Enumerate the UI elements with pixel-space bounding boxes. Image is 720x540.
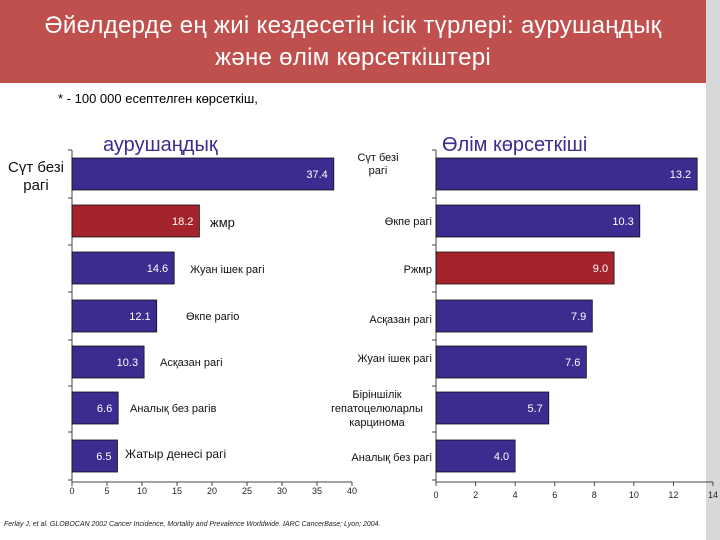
title-line-1: Әйелдерде ең жиі кездесетін ісік түрлері… <box>44 12 662 39</box>
data-label: 4.0 <box>494 451 509 463</box>
data-label: 18.2 <box>172 216 193 228</box>
bar <box>71 439 118 473</box>
data-label: 10.3 <box>612 216 633 228</box>
x-tick-label: 25 <box>242 486 252 496</box>
data-label: 14.6 <box>147 263 168 275</box>
data-label: 5.7 <box>527 403 542 415</box>
category-label: Өкпе рагіо <box>186 311 239 323</box>
category-label: Жатыр денесі рагі <box>125 447 226 461</box>
bar <box>435 439 516 473</box>
data-label: 9.0 <box>593 263 608 275</box>
bar <box>435 299 593 333</box>
x-tick-label: 6 <box>552 490 557 500</box>
bar <box>71 204 200 238</box>
bar <box>435 345 587 379</box>
category-label: Өкпе рагі <box>385 216 432 228</box>
data-label: 7.6 <box>565 357 580 369</box>
x-tick-label: 35 <box>312 486 322 496</box>
x-tick-label: 20 <box>207 486 217 496</box>
x-tick-label: 4 <box>513 490 518 500</box>
bar <box>71 391 119 425</box>
category-label-line: рагі <box>369 165 388 177</box>
category-label-line: Сүт безі <box>8 159 64 176</box>
bar <box>71 251 175 285</box>
category-label: Асқазан рагі <box>369 314 432 326</box>
category-label: Аналық без рагі <box>351 452 432 464</box>
bar <box>71 299 158 333</box>
x-tick-label: 5 <box>104 486 109 496</box>
bar <box>71 157 335 191</box>
bar <box>435 157 698 191</box>
unit-note: * - 100 000 есептелген көрсеткіш, <box>58 91 258 106</box>
category-label-line: гепатоцелюларлы <box>331 403 423 415</box>
x-tick-label: 30 <box>277 486 287 496</box>
x-tick-label: 15 <box>172 486 182 496</box>
x-tick-label: 14 <box>708 490 718 500</box>
title-banner: Әйелдерде ең жиі кездесетін ісік түрлері… <box>0 0 706 83</box>
title-line-2: және өлім көрсеткіштері <box>215 44 491 71</box>
category-label: Асқазан рагі <box>160 357 223 369</box>
category-label: жмр <box>210 215 235 230</box>
data-label: 37.4 <box>306 169 327 181</box>
category-label-line: карцинома <box>349 417 405 429</box>
x-tick-label: 12 <box>668 490 678 500</box>
category-label: Біріншілік гепатоцелюларлы карцинома <box>331 389 423 429</box>
category-label: Жуан ішек рагі <box>190 264 265 276</box>
category-label: Сүт безі рагі <box>357 152 398 177</box>
bar <box>435 391 550 425</box>
side-strip <box>706 0 720 540</box>
x-tick-label: 0 <box>433 490 438 500</box>
data-label: 6.5 <box>96 451 111 463</box>
data-label: 7.9 <box>571 311 586 323</box>
x-tick-label: 2 <box>473 490 478 500</box>
source-citation: Ferlay J, et al. GLOBOCAN 2002 Cancer In… <box>4 521 381 528</box>
category-label: Жуан ішек рагі <box>357 353 432 365</box>
category-label-line: рагі <box>23 177 49 194</box>
chart-title-mortality: Өлім көрсеткіші <box>442 134 587 156</box>
data-label: 10.3 <box>117 357 138 369</box>
bar <box>435 251 615 285</box>
data-label: 12.1 <box>129 311 150 323</box>
x-tick-label: 40 <box>347 486 357 496</box>
data-label: 13.2 <box>670 169 691 181</box>
x-tick-label: 8 <box>592 490 597 500</box>
category-label: Сүт безі рагі <box>8 159 64 194</box>
category-label-line: Сүт безі <box>357 152 398 164</box>
x-tick-label: 10 <box>137 486 147 496</box>
category-label: Ржмр <box>404 264 432 276</box>
data-label: 6.6 <box>97 403 112 415</box>
x-tick-label: 0 <box>69 486 74 496</box>
bar <box>435 204 641 238</box>
x-tick-label: 10 <box>629 490 639 500</box>
category-label: Аналық без рагів <box>130 403 217 415</box>
bar <box>71 345 145 379</box>
category-label-line: Біріншілік <box>352 389 401 401</box>
chart-title-incidence: аурушаңдық <box>103 134 218 156</box>
